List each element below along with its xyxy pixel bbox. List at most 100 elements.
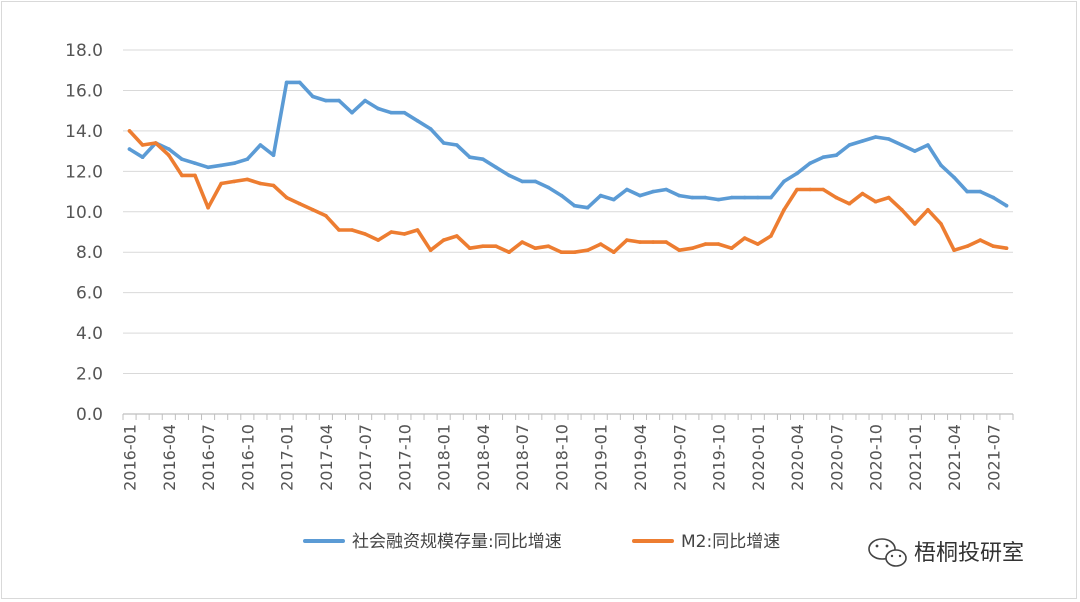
data-point bbox=[219, 181, 223, 186]
legend-item-tsf: 社会融资规模存量:同比增速 bbox=[303, 532, 562, 552]
data-point bbox=[612, 250, 616, 254]
x-tick-label: 2020-07 bbox=[827, 424, 846, 491]
data-point bbox=[350, 110, 354, 115]
data-point bbox=[389, 230, 394, 234]
data-point bbox=[860, 139, 865, 143]
data-point bbox=[167, 153, 171, 157]
data-point bbox=[494, 244, 498, 248]
data-point bbox=[598, 242, 603, 246]
data-point bbox=[677, 193, 682, 198]
data-point bbox=[716, 242, 721, 246]
x-tick-label: 2017-07 bbox=[356, 424, 375, 491]
data-point bbox=[284, 195, 289, 200]
data-point bbox=[297, 201, 302, 206]
data-point bbox=[324, 98, 328, 103]
data-point bbox=[363, 232, 367, 236]
data-point bbox=[664, 187, 668, 192]
series-line bbox=[127, 129, 1009, 254]
data-point bbox=[612, 197, 616, 202]
data-point bbox=[481, 244, 485, 248]
data-point bbox=[847, 143, 852, 147]
data-point bbox=[206, 165, 210, 170]
data-point bbox=[140, 143, 145, 147]
data-point bbox=[873, 135, 878, 139]
data-point bbox=[127, 147, 132, 151]
series-m2 bbox=[127, 129, 1009, 254]
y-tick-label: 4.0 bbox=[76, 324, 103, 344]
series-layer bbox=[127, 80, 1009, 254]
data-point bbox=[572, 250, 577, 254]
data-point bbox=[939, 163, 943, 168]
series-tsf bbox=[127, 80, 1009, 210]
data-point bbox=[965, 189, 969, 194]
x-tick-label: 2019-07 bbox=[670, 424, 689, 491]
data-point bbox=[965, 244, 969, 248]
legend: 社会融资规模存量:同比增速 M2:同比增速 bbox=[303, 532, 780, 552]
data-point bbox=[245, 157, 250, 161]
data-point bbox=[232, 161, 237, 165]
data-point bbox=[245, 177, 250, 182]
x-tick-label: 2019-10 bbox=[710, 424, 729, 491]
data-point bbox=[821, 187, 825, 192]
x-axis: 2016-01 2016-04 2016-07 2016-10 2017-01 2017-… bbox=[121, 413, 1014, 491]
data-point bbox=[808, 161, 812, 165]
data-point bbox=[625, 238, 629, 242]
x-tick-label: 2020-01 bbox=[749, 424, 768, 491]
data-point bbox=[232, 179, 237, 184]
data-point bbox=[939, 222, 943, 226]
data-point bbox=[742, 236, 747, 240]
y-axis: 0.0 2.0 4.0 6.0 8.0 10.0 12.0 14.0 16.0 18.0 bbox=[65, 41, 103, 425]
legend-label-m2: M2:同比增速 bbox=[681, 532, 780, 552]
x-tick-label: 2017-10 bbox=[395, 424, 414, 491]
data-point bbox=[297, 80, 302, 85]
data-point bbox=[468, 246, 472, 250]
data-point bbox=[415, 228, 420, 232]
data-point bbox=[441, 238, 446, 242]
data-point bbox=[376, 106, 381, 111]
data-point bbox=[795, 171, 799, 176]
data-point bbox=[651, 189, 655, 194]
data-point bbox=[742, 195, 747, 200]
data-point bbox=[978, 238, 983, 242]
data-point bbox=[311, 208, 315, 212]
data-point bbox=[729, 246, 734, 250]
data-point bbox=[533, 179, 538, 184]
data-point bbox=[415, 119, 420, 123]
data-point bbox=[455, 234, 459, 238]
data-point bbox=[546, 185, 551, 190]
x-tick-label: 2016-04 bbox=[160, 424, 179, 491]
x-tick-label: 2016-10 bbox=[238, 424, 257, 491]
data-point bbox=[664, 240, 668, 244]
data-point bbox=[546, 244, 551, 248]
data-point bbox=[991, 244, 996, 248]
data-point bbox=[834, 153, 839, 157]
x-tick-label: 2016-07 bbox=[199, 424, 218, 491]
x-tick-label: 2020-04 bbox=[788, 424, 807, 491]
data-point bbox=[572, 203, 577, 208]
legend-label-tsf: 社会融资规模存量:同比增速 bbox=[352, 532, 562, 552]
x-tick-label: 2018-10 bbox=[552, 424, 571, 491]
x-tick-label: 2017-04 bbox=[317, 424, 336, 491]
data-point bbox=[638, 240, 642, 244]
y-tick-label: 12.0 bbox=[65, 162, 103, 182]
data-point bbox=[873, 199, 878, 204]
data-point bbox=[729, 195, 734, 200]
x-tick-label: 2020-10 bbox=[867, 424, 886, 491]
data-point bbox=[756, 242, 760, 246]
data-point bbox=[782, 179, 786, 184]
data-point bbox=[690, 246, 695, 250]
data-point bbox=[376, 238, 381, 242]
data-point bbox=[886, 137, 891, 141]
data-point bbox=[428, 248, 433, 252]
data-point bbox=[533, 246, 538, 250]
data-point bbox=[389, 110, 394, 115]
x-tick-label: 2018-07 bbox=[513, 424, 532, 491]
data-point bbox=[769, 195, 773, 200]
data-point bbox=[193, 173, 197, 178]
data-point bbox=[769, 234, 773, 238]
data-point bbox=[795, 187, 799, 192]
data-point bbox=[834, 195, 839, 200]
data-point bbox=[206, 205, 210, 210]
data-point bbox=[180, 173, 184, 178]
